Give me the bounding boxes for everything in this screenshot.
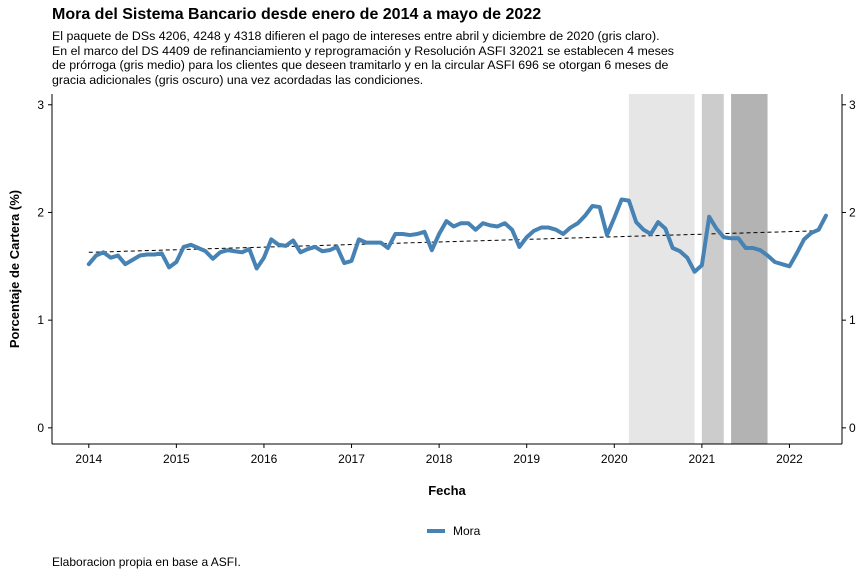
series-lines [86,197,828,274]
x-tick-label: 2017 [338,452,365,466]
subtitle-line: En el marco del DS 4409 de refinanciamie… [52,43,674,58]
x-tick-label: 2015 [163,452,190,466]
x-tick-label: 2018 [426,452,453,466]
x-tick-label: 2016 [251,452,278,466]
chart-subtitle: El paquete de DSs 4206, 4248 y 4318 difi… [52,29,752,87]
x-tick-label: 2022 [776,452,803,466]
y-tick-label-secondary: 2 [849,205,856,219]
shaded-period [701,94,724,444]
y-tick-label-secondary: 0 [849,421,856,435]
subtitle-line: de prórroga (gris medio) para los client… [52,58,669,72]
legend-label-mora: Mora [453,524,481,538]
legend: Mora [427,524,481,538]
trend-line [88,230,819,253]
chart-caption: Elaboracion propia en base a ASFI. [52,555,241,569]
y-tick-label: 2 [37,205,44,219]
shaded-periods [628,94,768,444]
trend-line-group [88,230,819,253]
x-tick-label: 2021 [689,452,716,466]
y-tick-label: 3 [37,98,44,112]
y-tick-label: 0 [37,421,44,435]
x-tick-label: 2019 [513,452,540,466]
y-tick-label-secondary: 3 [849,98,856,112]
subtitle-line: El paquete de DSs 4206, 4248 y 4318 difi… [52,29,660,43]
y-tick-label-secondary: 1 [849,313,856,327]
y-axis-title: Porcentaje de Cartera (%) [7,190,22,348]
x-tick-label: 2020 [601,452,628,466]
x-axis-title: Fecha [428,483,466,498]
shaded-period [731,94,768,444]
chart-axes: 0 0 1 1 2 2 3 3 2014 2015 2016 2017 2018 2019 2020 2021… [37,94,856,466]
shaded-period [628,94,695,444]
subtitle-line: gracia adicionales (gris oscuro) una vez… [52,72,424,87]
series-line-mora [86,197,828,274]
x-tick-label: 2014 [75,452,102,466]
chart-title: Mora del Sistema Bancario desde enero de… [52,6,542,23]
y-tick-label: 1 [37,313,44,327]
